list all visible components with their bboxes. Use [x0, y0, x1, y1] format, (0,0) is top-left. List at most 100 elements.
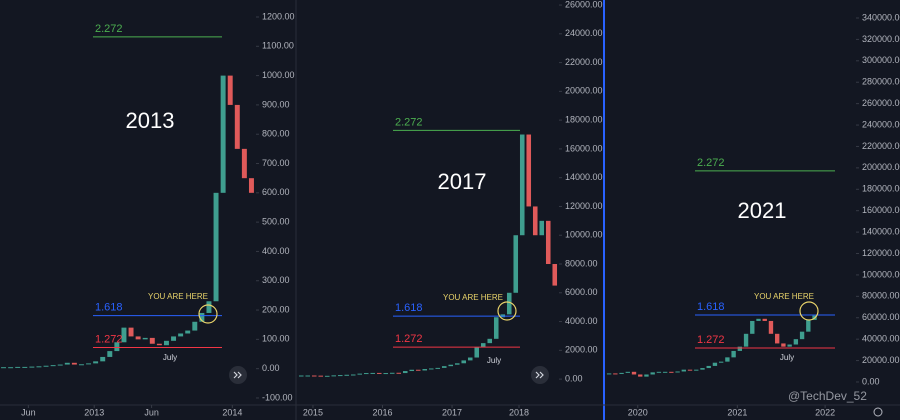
- candle: [428, 368, 434, 370]
- candle: [613, 373, 618, 375]
- x-tick-label: Jun: [21, 407, 36, 417]
- candle: [324, 375, 330, 377]
- candle: [376, 372, 382, 374]
- candle: [656, 371, 662, 373]
- y-tick-label: 6000.00: [565, 287, 598, 297]
- year-label: 2017: [438, 169, 487, 194]
- y-tick-label: 220000.00: [862, 141, 900, 151]
- highlight-circle: [497, 301, 517, 321]
- candle: [467, 357, 473, 361]
- candle: [552, 264, 558, 286]
- candle: [487, 338, 493, 344]
- candle: [22, 366, 28, 368]
- scroll-icon[interactable]: [535, 371, 544, 379]
- candle: [370, 372, 376, 374]
- candle: [363, 373, 369, 375]
- y-tick-label: 40000.00: [862, 334, 900, 344]
- y-tick-label: 200000.00: [862, 162, 900, 172]
- highlight-circle: [799, 301, 819, 321]
- annotation: July: [780, 353, 794, 362]
- candle: [93, 361, 99, 364]
- y-tick-label: 80000.00: [862, 291, 900, 301]
- candle: [526, 134, 532, 207]
- candle: [36, 366, 42, 368]
- y-tick-label: 100000.00: [862, 269, 900, 279]
- candle: [409, 369, 415, 372]
- candle: [350, 374, 356, 376]
- candle: [793, 339, 799, 345]
- x-tick-label: 2015: [303, 407, 323, 417]
- y-tick-label: 600.00: [262, 187, 290, 197]
- candle: [86, 363, 92, 365]
- candle: [687, 369, 693, 371]
- y-tick-label: 700.00: [262, 158, 290, 168]
- scroll-button[interactable]: [229, 366, 247, 384]
- candle: [750, 320, 755, 334]
- candle: [787, 344, 792, 347]
- scroll-icon[interactable]: [233, 371, 242, 379]
- annotation: YOU ARE HERE: [443, 293, 503, 302]
- candle: [681, 369, 686, 372]
- y-tick-label: 800.00: [262, 129, 290, 139]
- scroll-button[interactable]: [531, 366, 549, 384]
- candle: [712, 362, 718, 366]
- y-tick-label: 2000.00: [565, 345, 598, 355]
- gear-icon[interactable]: [873, 407, 883, 417]
- x-tick-label: Jun: [144, 407, 159, 417]
- candle: [454, 363, 460, 365]
- y-tick-label: 1200.00: [262, 11, 295, 21]
- x-tick-label: 2020: [628, 407, 648, 417]
- annotation: July: [487, 356, 501, 365]
- candle: [121, 327, 127, 343]
- candle: [731, 350, 736, 358]
- candle: [662, 371, 668, 373]
- y-tick-label: 1000.00: [262, 70, 295, 80]
- candle: [135, 336, 141, 340]
- y-tick-label: 180000.00: [862, 184, 900, 194]
- candle: [650, 372, 655, 375]
- candle: [402, 371, 408, 374]
- candle: [545, 220, 551, 265]
- annotation: YOU ARE HERE: [148, 292, 208, 301]
- scroll-button-bg[interactable]: [229, 366, 247, 384]
- settings-button[interactable]: [873, 407, 883, 417]
- candle: [493, 317, 499, 339]
- candle: [78, 364, 84, 366]
- candle: [532, 206, 538, 236]
- candle: [631, 371, 637, 375]
- fib-level-label: 2.272: [395, 116, 423, 128]
- year-label: 2021: [738, 198, 787, 223]
- y-tick-label: 140000.00: [862, 226, 900, 236]
- annotation: July: [163, 353, 177, 362]
- y-tick-label: 280000.00: [862, 77, 900, 87]
- candle: [248, 178, 254, 193]
- candle: [50, 365, 56, 367]
- candle: [506, 292, 512, 315]
- candle: [389, 372, 395, 374]
- fib-level-label: 1.618: [697, 301, 725, 313]
- y-tick-label: 14000.00: [565, 172, 603, 182]
- candle: [114, 342, 120, 352]
- candle: [337, 375, 343, 377]
- candle: [422, 369, 428, 371]
- y-tick-label: 18000.00: [565, 115, 603, 125]
- candle: [71, 362, 77, 365]
- scroll-button-bg[interactable]: [531, 366, 549, 384]
- y-tick-label: 4000.00: [565, 316, 598, 326]
- y-tick-label: 500.00: [262, 217, 290, 227]
- y-tick-label: 16000.00: [565, 143, 603, 153]
- candle: [171, 336, 177, 341]
- highlight-circle: [198, 304, 218, 324]
- y-tick-label: 20000.00: [862, 355, 900, 365]
- y-tick-label: 200.00: [262, 304, 290, 314]
- fib-level-label: 2.272: [95, 23, 123, 35]
- x-tick-label: 2016: [372, 407, 392, 417]
- y-tick-label: 0.00: [565, 373, 583, 383]
- fib-level-label: 1.618: [95, 302, 123, 314]
- y-tick-label: 26000.00: [565, 0, 603, 9]
- candle: [213, 192, 219, 302]
- year-label: 2013: [126, 108, 175, 133]
- candle: [706, 365, 711, 369]
